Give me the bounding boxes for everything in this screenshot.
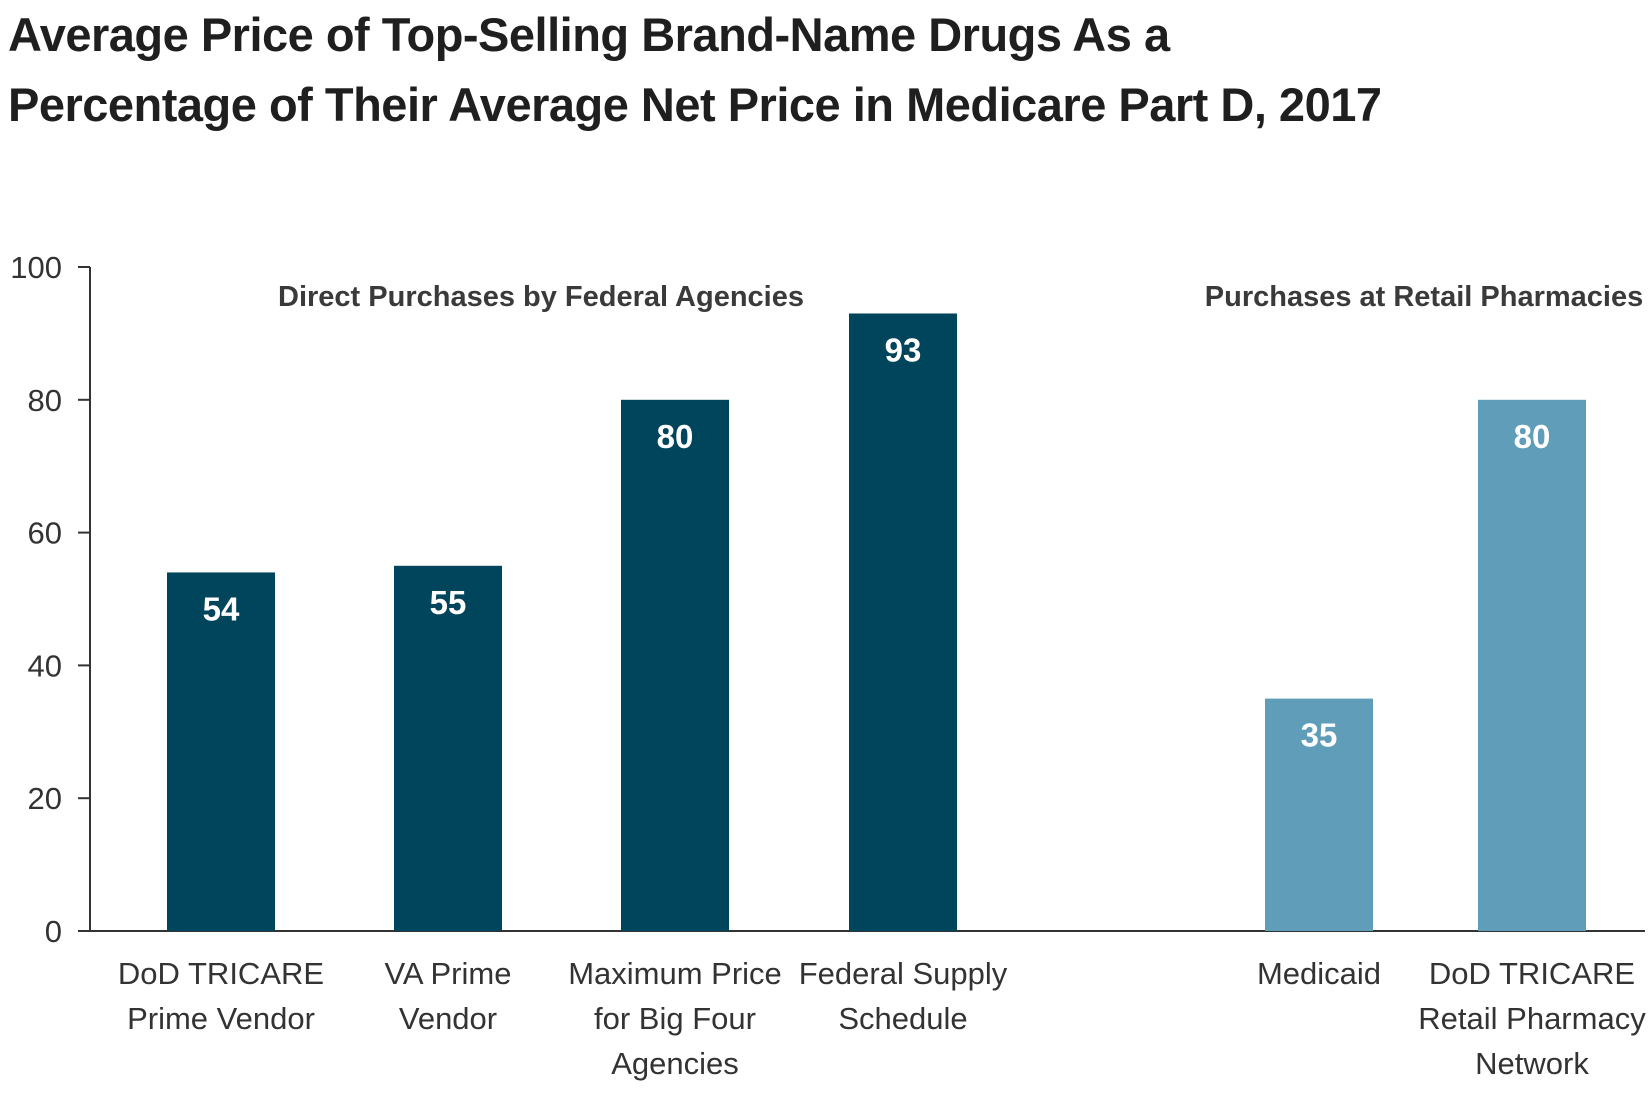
- group-label: Direct Purchases by Federal Agencies: [278, 281, 804, 313]
- category-label: DoD TRICARE: [118, 956, 324, 991]
- y-tick-label: 60: [28, 516, 62, 551]
- bar: [1478, 399, 1586, 931]
- category-label: Maximum Price: [568, 956, 782, 991]
- bar: [167, 572, 275, 931]
- y-tick-label: 100: [10, 250, 62, 285]
- category-label: Prime Vendor: [127, 1001, 315, 1036]
- category-label: Schedule: [838, 1001, 967, 1036]
- chart-title-line-2: Percentage of Their Average Net Price in…: [8, 78, 1382, 131]
- category-label: Agencies: [611, 1046, 739, 1081]
- data-label: 80: [1514, 418, 1551, 455]
- category-label: Retail Pharmacy: [1418, 1001, 1646, 1036]
- category-label: Network: [1475, 1046, 1589, 1081]
- data-label: 55: [430, 584, 467, 621]
- chart-title-line-1: Average Price of Top-Selling Brand-Name …: [8, 8, 1170, 61]
- data-label: 80: [657, 418, 694, 455]
- bar: [1265, 698, 1373, 931]
- data-label: 35: [1301, 717, 1338, 754]
- chart-title: Average Price of Top-Selling Brand-Name …: [8, 0, 1638, 140]
- category-label: Vendor: [399, 1001, 497, 1036]
- category-label: Medicaid: [1257, 956, 1381, 991]
- category-label: Federal Supply: [799, 956, 1008, 991]
- y-tick-label: 40: [28, 648, 62, 683]
- category-label: VA Prime: [385, 956, 512, 991]
- category-label: for Big Four: [594, 1001, 756, 1036]
- y-tick-label: 20: [28, 781, 62, 816]
- category-label: DoD TRICARE: [1429, 956, 1635, 991]
- bar: [394, 565, 502, 931]
- y-tick-label: 0: [45, 914, 62, 949]
- data-label: 54: [203, 590, 240, 627]
- data-label: 93: [885, 331, 922, 368]
- group-label: Purchases at Retail Pharmacies: [1205, 281, 1643, 313]
- y-tick-label: 80: [28, 383, 62, 418]
- bar: [849, 313, 957, 932]
- bar: [621, 399, 729, 931]
